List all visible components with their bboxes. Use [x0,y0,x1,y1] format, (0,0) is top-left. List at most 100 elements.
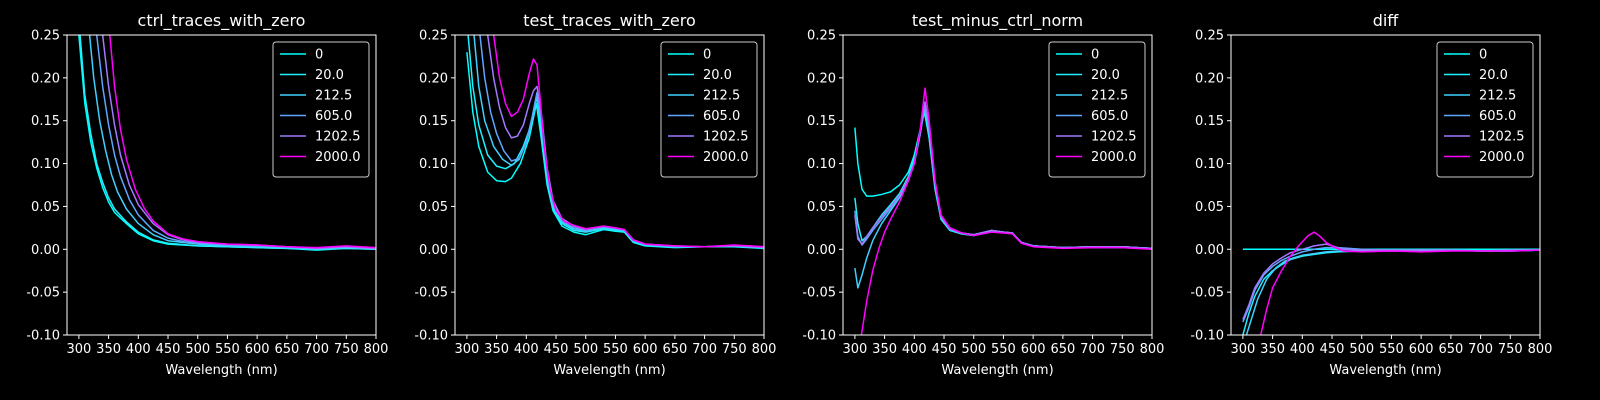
legend-label-0: 0 [1479,48,1487,63]
panel-title: test_traces_with_zero [523,11,696,31]
legend-label-5: 2000.0 [1479,150,1525,165]
axes-frame [66,34,377,336]
x-tick-label: 450 [932,342,957,357]
series-line-3 [1242,246,1540,323]
legend-label-3: 605.0 [1479,109,1516,124]
x-tick-label: 650 [1438,342,1463,357]
series-line-1 [1242,249,1540,335]
x-tick-label: 300 [66,342,91,357]
x-tick-label: 550 [1379,342,1404,357]
series-line-2 [473,35,764,249]
x-tick-label: 800 [752,342,777,357]
y-tick-label: -0.10 [802,329,836,344]
legend-label-1: 20.0 [1479,68,1508,83]
legend-label-0: 0 [315,48,323,63]
x-tick-label: 600 [633,342,658,357]
legend-label-2: 212.5 [315,89,352,104]
y-tick-label: 0.10 [807,157,836,172]
y-tick-label: 0.15 [419,114,448,129]
y-tick-label: 0.20 [807,71,836,86]
x-axis-label: Wavelength (nm) [553,363,665,378]
legend-label-0: 0 [1091,48,1099,63]
legend-label-3: 605.0 [703,109,740,124]
legend-label-5: 2000.0 [703,150,749,165]
x-axis-label: Wavelength (nm) [941,363,1053,378]
x-tick-label: 350 [96,342,121,357]
x-axis-label: Wavelength (nm) [1329,363,1441,378]
x-tick-label: 550 [215,342,240,357]
legend-box [1048,41,1146,178]
x-tick-label: 500 [185,342,210,357]
x-tick-label: 700 [692,342,717,357]
y-tick-label: 0.20 [31,71,60,86]
y-tick-label: 0.00 [419,243,448,258]
legend-label-1: 20.0 [315,68,344,83]
y-tick-label: -0.05 [414,286,448,301]
legend-label-5: 2000.0 [315,150,361,165]
plot-area [78,35,376,251]
x-tick-label: 800 [364,342,389,357]
legend-label-1: 20.0 [703,68,732,83]
chart-panel-1: 300 350 400 450 500 550 600 650 700 750 800 -0.10 -0… [26,11,388,378]
x-tick-label: 300 [1230,342,1255,357]
x-tick-label: 400 [126,342,151,357]
x-tick-label: 750 [1498,342,1523,357]
plot-area [1242,231,1540,335]
y-tick-label: 0.10 [31,157,60,172]
x-tick-label: 600 [245,342,270,357]
x-tick-label: 700 [304,342,329,357]
legend-label-0: 0 [703,48,711,63]
panel-title: ctrl_traces_with_zero [138,11,306,31]
y-tick-label: 0.00 [31,243,60,258]
legend-box [272,41,370,178]
x-tick-label: 750 [1110,342,1135,357]
y-tick-label: -0.10 [1190,329,1224,344]
legend: 0 20.0 212.5 605.0 1202.5 2000.0 [272,41,370,178]
x-tick-label: 300 [454,342,479,357]
x-tick-label: 700 [1468,342,1493,357]
y-tick-label: 0.25 [807,29,836,44]
legend-box [1436,41,1534,178]
chart-panel-2: 300 350 400 450 500 550 600 650 700 750 800 -0.10 -0… [414,11,776,378]
legend-label-2: 212.5 [1479,89,1516,104]
chart-panel-3: 300 350 400 450 500 550 600 650 700 750 800 -0.10 -0… [802,11,1164,378]
series-line-4 [1242,243,1540,320]
y-tick-label: -0.10 [26,329,60,344]
plot-area [466,35,764,250]
legend-label-2: 212.5 [703,89,740,104]
x-tick-label: 650 [274,342,299,357]
legend: 0 20.0 212.5 605.0 1202.5 2000.0 [1436,41,1534,178]
x-tick-label: 800 [1140,342,1165,357]
x-tick-label: 300 [842,342,867,357]
y-tick-label: 0.00 [807,243,836,258]
series-line-5 [492,35,764,248]
x-tick-label: 350 [872,342,897,357]
x-tick-label: 650 [1050,342,1075,357]
y-tick-label: -0.05 [26,286,60,301]
x-tick-label: 750 [334,342,359,357]
plot-area [854,87,1152,335]
y-tick-label: 0.15 [31,114,60,129]
x-tick-label: 800 [1528,342,1553,357]
series-line-2 [1245,249,1540,335]
legend-label-3: 605.0 [1091,109,1128,124]
legend-label-4: 1202.5 [1479,130,1525,145]
legend-label-3: 605.0 [315,109,352,124]
y-tick-label: 0.25 [1195,29,1224,44]
chart-panel-4: 300 350 400 450 500 550 600 650 700 750 800 -0.10 -0… [1190,11,1552,378]
y-tick-label: 0.05 [31,200,60,215]
y-tick-label: 0.15 [807,114,836,129]
legend-label-2: 212.5 [1091,89,1128,104]
y-tick-label: 0.15 [1195,114,1224,129]
x-tick-label: 550 [603,342,628,357]
series-line-5 [1259,231,1540,335]
x-tick-label: 500 [961,342,986,357]
x-tick-label: 350 [484,342,509,357]
y-tick-label: -0.05 [802,286,836,301]
series-line-5 [860,87,1152,335]
x-tick-label: 400 [902,342,927,357]
legend-label-4: 1202.5 [315,130,361,145]
legend-label-1: 20.0 [1091,68,1120,83]
panel-title: test_minus_ctrl_norm [912,11,1083,31]
